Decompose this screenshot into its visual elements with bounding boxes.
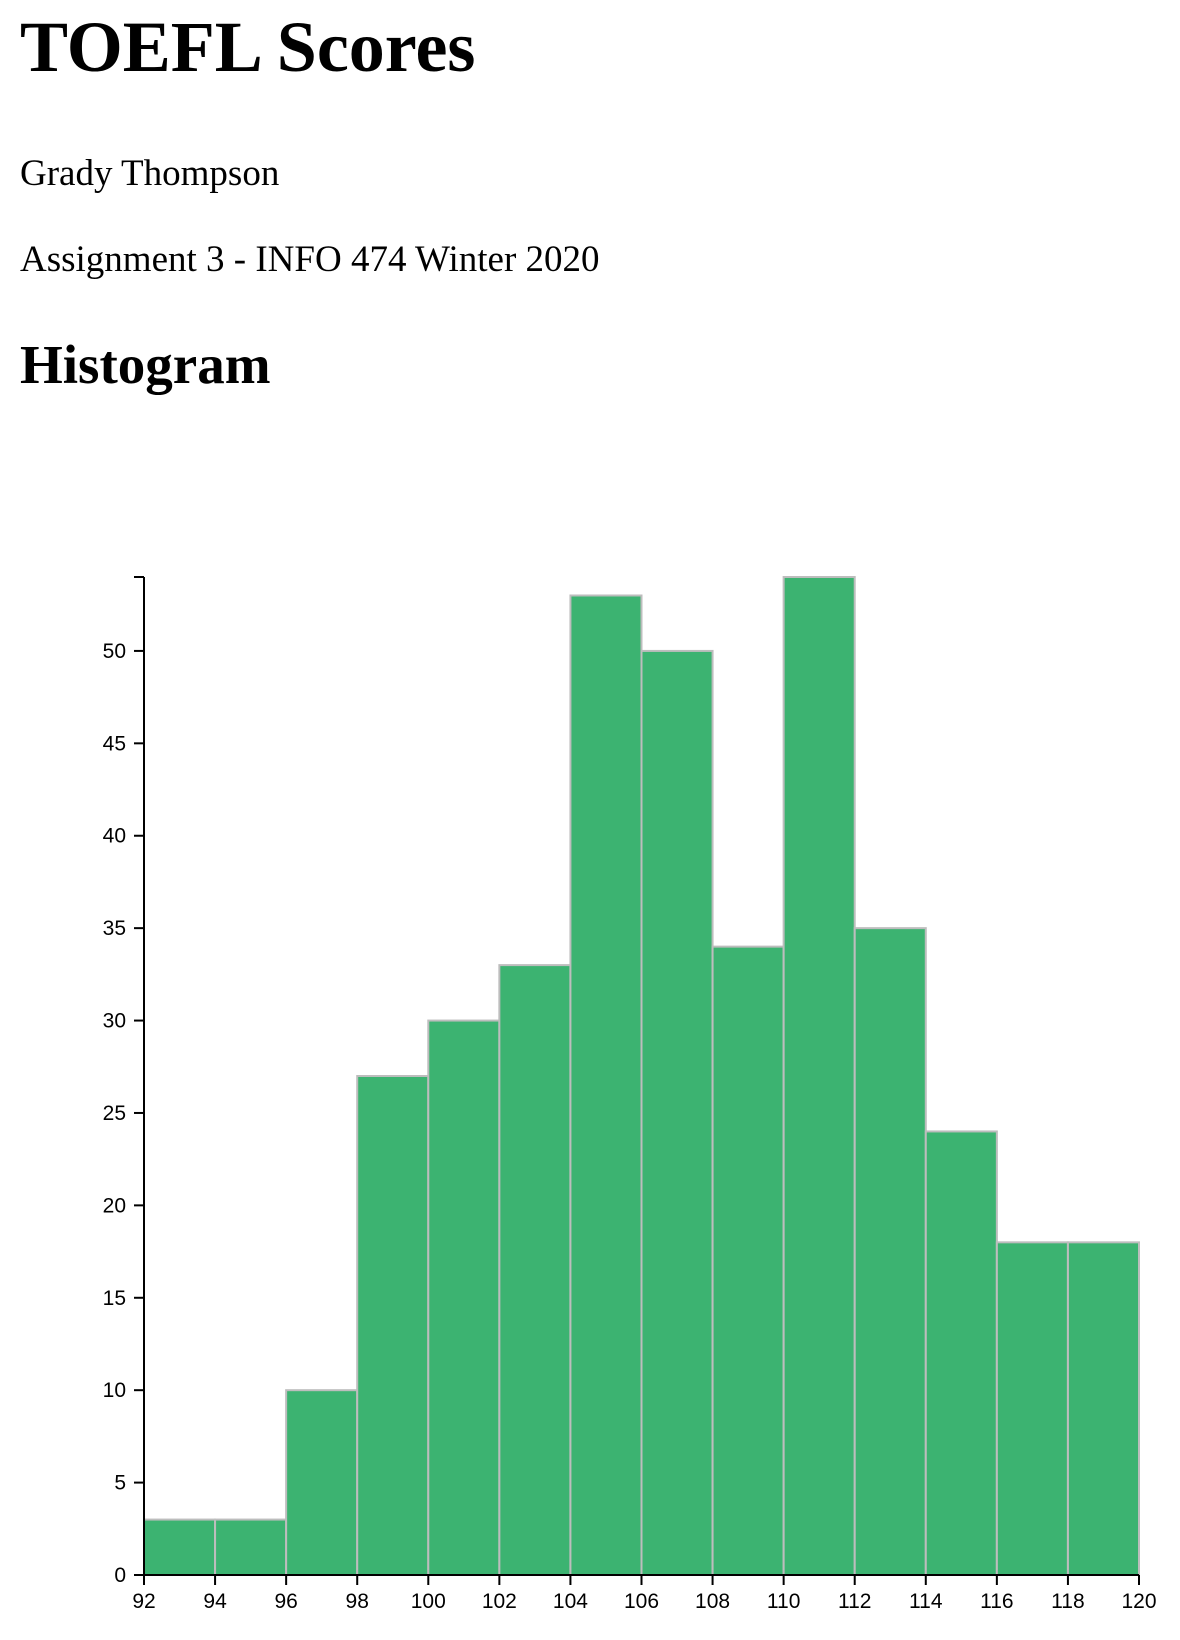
histogram-bar-9 bbox=[782, 576, 856, 1576]
histogram-bar-6 bbox=[569, 594, 643, 1576]
y-tick-label: 0 bbox=[114, 1564, 126, 1587]
x-tick-label: 118 bbox=[1051, 1590, 1084, 1613]
histogram-bar-0 bbox=[143, 1518, 217, 1576]
x-tick-label: 114 bbox=[909, 1590, 943, 1613]
histogram-bar-2 bbox=[285, 1389, 359, 1576]
y-tick-label: 25 bbox=[103, 1102, 126, 1125]
y-axis: 0 5 10 15 20 25 30 35 40 45 50 bbox=[103, 576, 145, 1587]
x-axis: 92 94 96 98 100 102 104 106 108 110 112 114 116 118 12… bbox=[132, 1574, 1157, 1613]
author-name: Grady Thompson bbox=[20, 153, 280, 194]
bars-layer bbox=[143, 576, 1141, 1577]
x-tick-label: 106 bbox=[624, 1590, 659, 1613]
histogram-bar-7 bbox=[640, 649, 714, 1576]
x-tick-label: 116 bbox=[980, 1590, 1013, 1613]
y-tick-label: 20 bbox=[103, 1194, 126, 1217]
x-tick-label: 98 bbox=[346, 1590, 369, 1613]
assignment-info: Assignment 3 - INFO 474 Winter 2020 bbox=[20, 239, 600, 280]
x-tick-label: 120 bbox=[1121, 1590, 1156, 1613]
x-tick-label: 100 bbox=[411, 1590, 446, 1613]
x-tick-label: 112 bbox=[838, 1590, 871, 1613]
histogram-bar-1 bbox=[214, 1518, 288, 1576]
histogram-bar-11 bbox=[924, 1130, 998, 1576]
histogram-bar-13 bbox=[1066, 1241, 1141, 1577]
histogram-bar-12 bbox=[995, 1241, 1069, 1577]
y-tick-label: 30 bbox=[103, 1010, 126, 1033]
x-tick-label: 108 bbox=[695, 1590, 730, 1613]
x-tick-label: 110 bbox=[767, 1590, 800, 1613]
y-tick-label: 50 bbox=[103, 640, 126, 663]
y-tick-label: 35 bbox=[103, 917, 126, 940]
histogram-bar-3 bbox=[356, 1075, 430, 1576]
x-tick-label: 96 bbox=[274, 1590, 297, 1613]
y-tick-label: 15 bbox=[103, 1287, 126, 1310]
x-tick-label: 92 bbox=[132, 1590, 155, 1613]
section-title: Histogram bbox=[20, 334, 271, 395]
histogram-bar-10 bbox=[853, 927, 927, 1576]
x-tick-label: 102 bbox=[482, 1590, 517, 1613]
y-tick-label: 5 bbox=[114, 1472, 126, 1495]
histogram-bar-4 bbox=[427, 1019, 501, 1576]
x-tick-label: 104 bbox=[553, 1590, 588, 1613]
y-tick-label: 45 bbox=[103, 732, 126, 755]
histogram-bar-5 bbox=[498, 964, 572, 1576]
histogram-bar-8 bbox=[711, 945, 785, 1576]
x-tick-label: 94 bbox=[203, 1590, 227, 1613]
page-title: TOEFL Scores bbox=[20, 7, 476, 87]
y-tick-label: 40 bbox=[103, 825, 126, 848]
y-tick-label: 10 bbox=[103, 1379, 126, 1402]
